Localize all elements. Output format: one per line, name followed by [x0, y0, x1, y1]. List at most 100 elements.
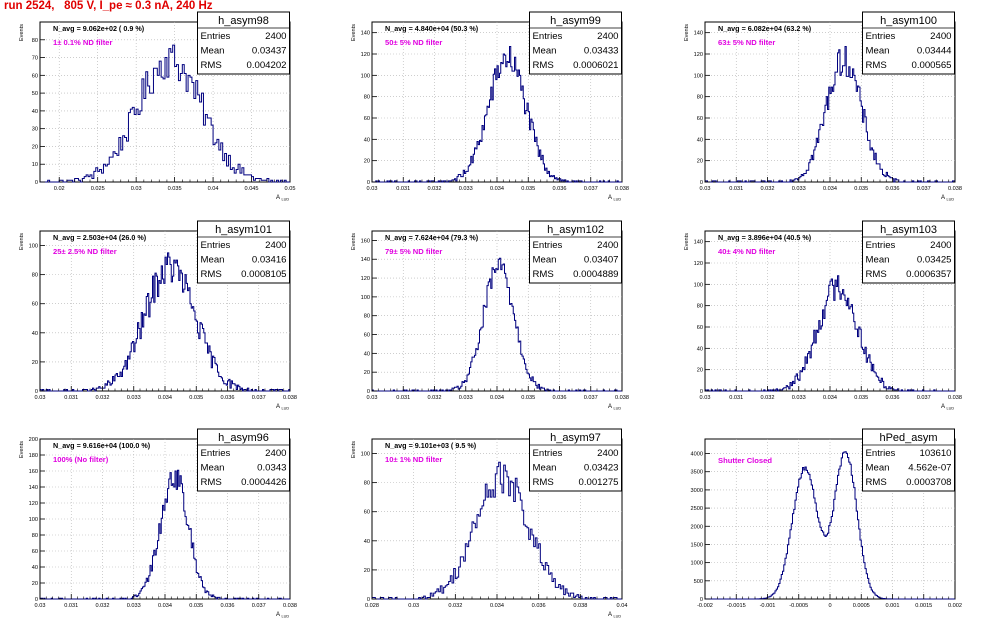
- stats-entries-value: 2400: [265, 448, 286, 459]
- x-axis-label-subscript: LUD: [614, 198, 622, 202]
- y-tick-label: 60: [32, 73, 38, 79]
- x-tick-label: 0.035: [854, 395, 868, 401]
- x-axis-label-main: A: [941, 195, 945, 201]
- y-tick-label: 100: [361, 73, 370, 79]
- histogram-panel-h_asym96: 0.03 0.031 0.032 0.033 0.034 0.035 0.036 0.037 0…: [19, 428, 297, 619]
- stats-entries-label: Entries: [201, 240, 231, 251]
- x-axis-label-main: A: [276, 612, 280, 618]
- stats-entries-value: 2400: [265, 240, 286, 251]
- x-tick-label: 0.036: [221, 395, 235, 401]
- histogram-line: [704, 275, 955, 392]
- y-tick-label: 100: [361, 295, 370, 301]
- y-axis-label: Events: [19, 24, 25, 41]
- navg-header: N_avg = 6.082e+04 (63.2 %): [718, 24, 812, 33]
- histogram-panel-h_asym101: 0.03 0.031 0.032 0.033 0.034 0.035 0.036 0.037 0…: [19, 220, 297, 411]
- stats-entries-value: 2400: [265, 31, 286, 42]
- x-tick-label: -0.002: [697, 603, 713, 609]
- stats-box-frame: [862, 428, 955, 492]
- y-tick-label: 0: [35, 597, 38, 603]
- histogram-line: [372, 46, 622, 183]
- stats-rms-value: 0.0004426: [241, 477, 286, 488]
- x-axis-label: A LUD: [276, 612, 289, 619]
- y-tick-label: 80: [697, 95, 703, 101]
- x-tick-label: 0.03: [367, 395, 378, 401]
- y-tick-label: 40: [697, 137, 703, 143]
- stats-rms-value: 0.0004889: [573, 269, 618, 280]
- x-axis-label: A LUD: [941, 404, 954, 411]
- filter-annotation: 25± 2.5% ND filter: [53, 247, 117, 256]
- x-axis-label-subscript: LUD: [947, 198, 955, 202]
- x-tick-label: 0.0015: [915, 603, 932, 609]
- x-tick-label: 0.033: [127, 395, 141, 401]
- y-tick-label: 1500: [691, 542, 703, 548]
- stats-box-frame: [529, 220, 622, 284]
- stats-mean-label: Mean: [866, 463, 890, 474]
- x-tick-label: 0.034: [158, 603, 172, 609]
- y-tick-label: 100: [29, 244, 38, 250]
- y-tick-label: 140: [694, 31, 703, 37]
- stats-rms-value: 0.0008105: [241, 269, 286, 280]
- y-tick-label: 80: [32, 273, 38, 279]
- x-axis-label-subscript: LUD: [282, 615, 290, 619]
- filter-annotation: 79± 5% ND filter: [385, 247, 442, 256]
- y-tick-label: 80: [364, 95, 370, 101]
- x-axis-label: A LUD: [608, 195, 621, 202]
- x-tick-label: 0.032: [761, 186, 775, 192]
- x-tick-label: -0.0005: [789, 603, 808, 609]
- x-axis-label-subscript: LUD: [947, 407, 955, 411]
- x-tick-label: 0.035: [521, 395, 535, 401]
- x-tick-label: 0.033: [792, 186, 806, 192]
- y-tick-label: 0: [700, 597, 703, 603]
- y-tick-label: 20: [364, 568, 370, 574]
- y-tick-label: 0: [35, 180, 38, 186]
- y-tick-label: 160: [29, 469, 38, 475]
- x-axis-label-main: A: [276, 195, 280, 201]
- stats-entries-label: Entries: [201, 31, 231, 42]
- y-tick-label: 0: [367, 389, 370, 395]
- y-tick-label: 120: [694, 52, 703, 58]
- y-tick-label: 60: [697, 116, 703, 122]
- x-tick-label: 0.032: [96, 603, 110, 609]
- y-tick-label: 80: [364, 481, 370, 487]
- x-axis-label-main: A: [276, 404, 280, 410]
- stats-entries-label: Entries: [866, 448, 896, 459]
- stats-box-frame: [197, 11, 290, 75]
- navg-header: N_avg = 9.616e+04 (100.0 %): [53, 441, 151, 450]
- stats-mean-value: 0.03423: [584, 463, 619, 474]
- y-tick-label: 60: [364, 333, 370, 339]
- x-tick-label: 0.032: [96, 395, 110, 401]
- histogram-panel-h_asym97: 0.028 0.03 0.032 0.034 0.036 0.038 0.04 0 20 40 60…: [351, 428, 627, 619]
- stats-mean-value: 4.562e-07: [908, 463, 951, 474]
- x-axis-label-subscript: LUD: [614, 615, 622, 619]
- x-tick-label: 0.036: [221, 603, 235, 609]
- stats-box: h_asym99 Entries 2400 Mean 0.03433 RMS 0.00060…: [529, 11, 622, 75]
- y-axis-label: Events: [684, 24, 690, 41]
- y-tick-label: 40: [364, 137, 370, 143]
- x-tick-label: 0.035: [189, 603, 203, 609]
- y-tick-label: 0: [35, 389, 38, 395]
- stats-mean-label: Mean: [201, 255, 225, 266]
- x-axis-label-main: A: [608, 612, 612, 618]
- x-axis-label-main: A: [608, 404, 612, 410]
- x-tick-label: 0.031: [64, 395, 78, 401]
- x-tick-label: 0.034: [823, 186, 837, 192]
- y-tick-label: 0: [367, 597, 370, 603]
- x-axis-label: A LUD: [276, 195, 289, 202]
- x-tick-label: 0.04: [208, 186, 219, 192]
- histogram-line: [40, 44, 290, 183]
- x-tick-label: 0.038: [615, 186, 629, 192]
- y-tick-label: 3000: [691, 488, 703, 494]
- x-tick-label: 0.038: [283, 395, 297, 401]
- histogram-line: [39, 469, 290, 600]
- x-tick-label: 0.032: [448, 603, 462, 609]
- x-tick-label: 0.036: [553, 395, 567, 401]
- stats-box: h_asym97 Entries 2400 Mean 0.03423 RMS 0.00127…: [529, 428, 622, 492]
- stats-box-title: h_asym100: [880, 15, 937, 27]
- x-tick-label: 0.037: [917, 395, 931, 401]
- stats-rms-label: RMS: [866, 477, 887, 488]
- stats-mean-value: 0.0343: [257, 463, 286, 474]
- y-tick-label: 30: [32, 127, 38, 133]
- x-tick-label: 0.002: [948, 603, 962, 609]
- x-tick-label: 0.038: [615, 395, 629, 401]
- y-tick-label: 100: [694, 282, 703, 288]
